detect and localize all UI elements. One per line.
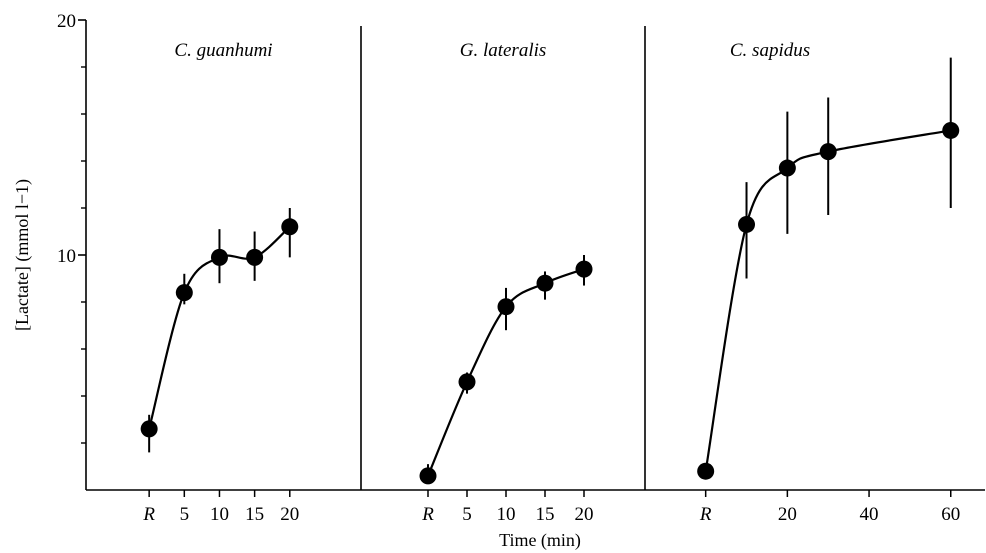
data-point bbox=[281, 218, 299, 236]
data-point bbox=[819, 143, 837, 161]
data-point bbox=[246, 248, 264, 266]
x-tick-label: 5 bbox=[462, 504, 472, 525]
panel-2: G. lateralis R 5 10 15 20 bbox=[419, 26, 646, 525]
x-tick-label: 60 bbox=[941, 504, 960, 525]
y-tick-label: 10 bbox=[57, 246, 76, 267]
data-point bbox=[738, 215, 756, 233]
data-point bbox=[536, 274, 554, 292]
data-point bbox=[575, 260, 593, 278]
x-tick-label: R bbox=[142, 504, 155, 525]
x-tick-label: R bbox=[421, 504, 434, 525]
panel-1: C. guanhumi R 5 10 15 20 bbox=[140, 26, 362, 525]
data-point bbox=[175, 284, 193, 302]
panel-title: C. guanhumi bbox=[174, 40, 272, 61]
y-tick-label: 20 bbox=[57, 11, 76, 32]
x-tick-label: 15 bbox=[245, 504, 264, 525]
data-point bbox=[419, 467, 437, 485]
x-axis-title: Time (min) bbox=[499, 530, 581, 551]
panel-3: C. sapidus R 20 40 60 bbox=[697, 40, 960, 525]
x-tick-label: 20 bbox=[280, 504, 299, 525]
panel-title: G. lateralis bbox=[460, 40, 547, 61]
data-point bbox=[458, 373, 476, 391]
x-tick-label: 40 bbox=[860, 504, 879, 525]
panel-title: C. sapidus bbox=[730, 40, 810, 61]
x-tick-label: R bbox=[699, 504, 712, 525]
data-point bbox=[140, 420, 158, 438]
axes-group: 10 20 bbox=[57, 11, 985, 491]
data-point bbox=[497, 298, 515, 316]
data-point bbox=[778, 159, 796, 177]
x-tick-label: 10 bbox=[210, 504, 229, 525]
x-tick-label: 15 bbox=[536, 504, 555, 525]
fit-curve bbox=[426, 268, 585, 477]
data-point bbox=[697, 462, 715, 480]
data-point bbox=[942, 121, 960, 139]
x-tick-label: 5 bbox=[180, 504, 190, 525]
y-axis-title: [Lactate] (mmol l−1) bbox=[12, 179, 33, 331]
data-point bbox=[210, 248, 228, 266]
x-tick-label: 10 bbox=[497, 504, 516, 525]
fit-curve bbox=[704, 129, 951, 472]
x-tick-label: 20 bbox=[575, 504, 594, 525]
x-tick-label: 20 bbox=[778, 504, 797, 525]
